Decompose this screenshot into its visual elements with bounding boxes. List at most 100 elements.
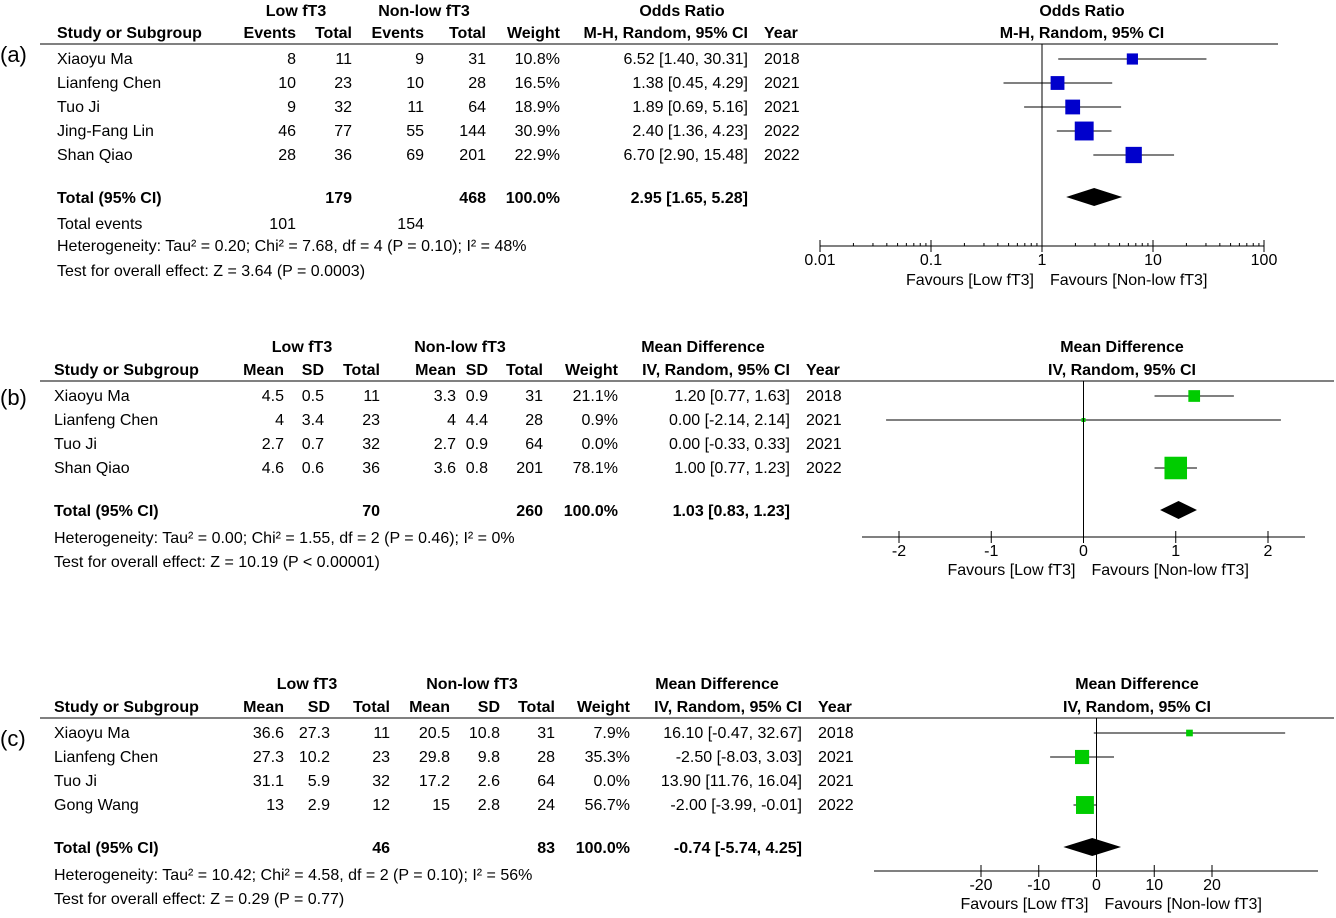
study-weight: 56.7% <box>585 797 630 814</box>
plot-method: IV, Random, 95% CI <box>1063 699 1211 716</box>
pooled-diamond <box>1063 838 1122 856</box>
study-year: 2021 <box>818 749 854 766</box>
year-column-header: Year <box>818 699 852 716</box>
study-year: 2022 <box>818 797 854 814</box>
study-value: 0.8 <box>466 460 488 477</box>
column-header: SD <box>466 362 488 379</box>
study-year: 2021 <box>764 99 800 116</box>
panel-c: (c) Low fT3 Non-low fT3 Mean Difference Stud… <box>0 676 1334 913</box>
study-name: Lianfeng Chen <box>54 749 158 766</box>
study-value: 13 <box>266 797 284 814</box>
study-value: 64 <box>468 99 486 116</box>
effect-title-header: Mean Difference <box>655 676 779 693</box>
favours-left-label: Favours [Low fT3] <box>947 562 1075 579</box>
group1-header: Low fT3 <box>266 3 327 20</box>
study-value: 11 <box>335 51 352 68</box>
study-ci: 6.70 [2.90, 15.48] <box>623 147 748 164</box>
study-name: Tuo Ji <box>54 436 97 453</box>
column-header: Mean <box>243 699 284 716</box>
study-column-header: Study or Subgroup <box>54 699 199 716</box>
study-value: 77 <box>334 123 352 140</box>
heterogeneity-text: Heterogeneity: Tau² = 0.20; Chi² = 7.68,… <box>57 238 526 255</box>
group2-header: Non-low fT3 <box>378 3 470 20</box>
panel-label: (a) <box>0 42 27 67</box>
total-weight: 100.0% <box>506 190 560 207</box>
study-value: 4.4 <box>466 412 488 429</box>
study-value: 15 <box>432 797 450 814</box>
study-value: 55 <box>406 123 424 140</box>
study-ci: 1.00 [0.77, 1.23] <box>674 460 790 477</box>
panel-label: (b) <box>0 385 27 410</box>
study-value: 10.2 <box>299 749 330 766</box>
plot-method: IV, Random, 95% CI <box>1048 362 1196 379</box>
plot-title: Mean Difference <box>1075 676 1199 693</box>
total-group2: 260 <box>516 503 543 520</box>
total-events-group2: 154 <box>397 216 424 233</box>
study-ci: 0.00 [-2.14, 2.14] <box>669 412 790 429</box>
favours-right-label: Favours [Non-low fT3] <box>1092 562 1249 579</box>
study-value: 28 <box>468 75 486 92</box>
x-tick-label: 10 <box>1144 252 1162 269</box>
column-header: Events <box>372 25 425 42</box>
column-header: Total <box>353 699 390 716</box>
study-name: Lianfeng Chen <box>57 75 161 92</box>
column-header: SD <box>478 699 500 716</box>
study-value: 27.3 <box>253 749 284 766</box>
study-value: 2.7 <box>262 436 284 453</box>
column-header: Mean <box>415 362 456 379</box>
study-value: 28 <box>525 412 543 429</box>
group1-header: Low fT3 <box>277 676 338 693</box>
total-ci: -0.74 [-5.74, 4.25] <box>674 840 802 857</box>
study-name: Tuo Ji <box>57 99 100 116</box>
study-weight: 35.3% <box>585 749 630 766</box>
study-value: 23 <box>362 412 380 429</box>
study-weight: 22.9% <box>515 147 560 164</box>
total-ci: 1.03 [0.83, 1.23] <box>673 503 790 520</box>
study-value: 2.9 <box>308 797 330 814</box>
study-value: 9.8 <box>478 749 500 766</box>
study-ci: 2.40 [1.36, 4.23] <box>632 123 748 140</box>
panel-label: (c) <box>0 726 26 751</box>
study-marker <box>1164 456 1188 480</box>
effect-title-header: Mean Difference <box>641 339 765 356</box>
study-weight: 0.0% <box>582 436 618 453</box>
study-value: 2.8 <box>478 797 500 814</box>
study-weight: 0.0% <box>594 773 630 790</box>
x-tick-label: -1 <box>984 543 998 560</box>
study-value: 24 <box>537 797 555 814</box>
total-group2: 83 <box>537 840 555 857</box>
study-ci: -2.50 [-8.03, 3.03] <box>676 749 802 766</box>
study-value: 11 <box>363 388 380 405</box>
study-marker <box>1075 796 1094 814</box>
x-tick-label: -10 <box>1027 877 1050 894</box>
plot-title: Mean Difference <box>1060 339 1184 356</box>
study-value: 69 <box>406 147 424 164</box>
study-weight: 18.9% <box>515 99 560 116</box>
panel-a: (a) Low fT3 Non-low fT3 Odds Ratio Study or … <box>0 3 1278 289</box>
x-tick-label: 1 <box>1171 543 1180 560</box>
study-weight: 21.1% <box>573 388 618 405</box>
study-value: 10 <box>278 75 296 92</box>
favours-right-label: Favours [Non-low fT3] <box>1050 272 1207 289</box>
year-column-header: Year <box>764 25 798 42</box>
total-group1: 179 <box>325 190 352 207</box>
study-name: Xiaoyu Ma <box>54 725 130 742</box>
study-value: 2.6 <box>478 773 500 790</box>
study-value: 9 <box>287 99 296 116</box>
method-column-header: IV, Random, 95% CI <box>654 699 802 716</box>
study-value: 0.5 <box>302 388 324 405</box>
total-group1: 70 <box>362 503 380 520</box>
weight-column-header: Weight <box>507 25 561 42</box>
method-column-header: IV, Random, 95% CI <box>642 362 790 379</box>
study-value: 27.3 <box>299 725 330 742</box>
study-value: 4.5 <box>262 388 284 405</box>
study-value: 0.7 <box>302 436 324 453</box>
study-value: 0.6 <box>302 460 324 477</box>
x-tick-label: 100 <box>1251 252 1278 269</box>
study-name: Lianfeng Chen <box>54 412 158 429</box>
study-value: 201 <box>516 460 543 477</box>
study-ci: 13.90 [11.76, 16.04] <box>661 773 802 790</box>
column-header: Total <box>449 25 486 42</box>
study-name: Xiaoyu Ma <box>57 51 133 68</box>
total-weight: 100.0% <box>564 503 618 520</box>
